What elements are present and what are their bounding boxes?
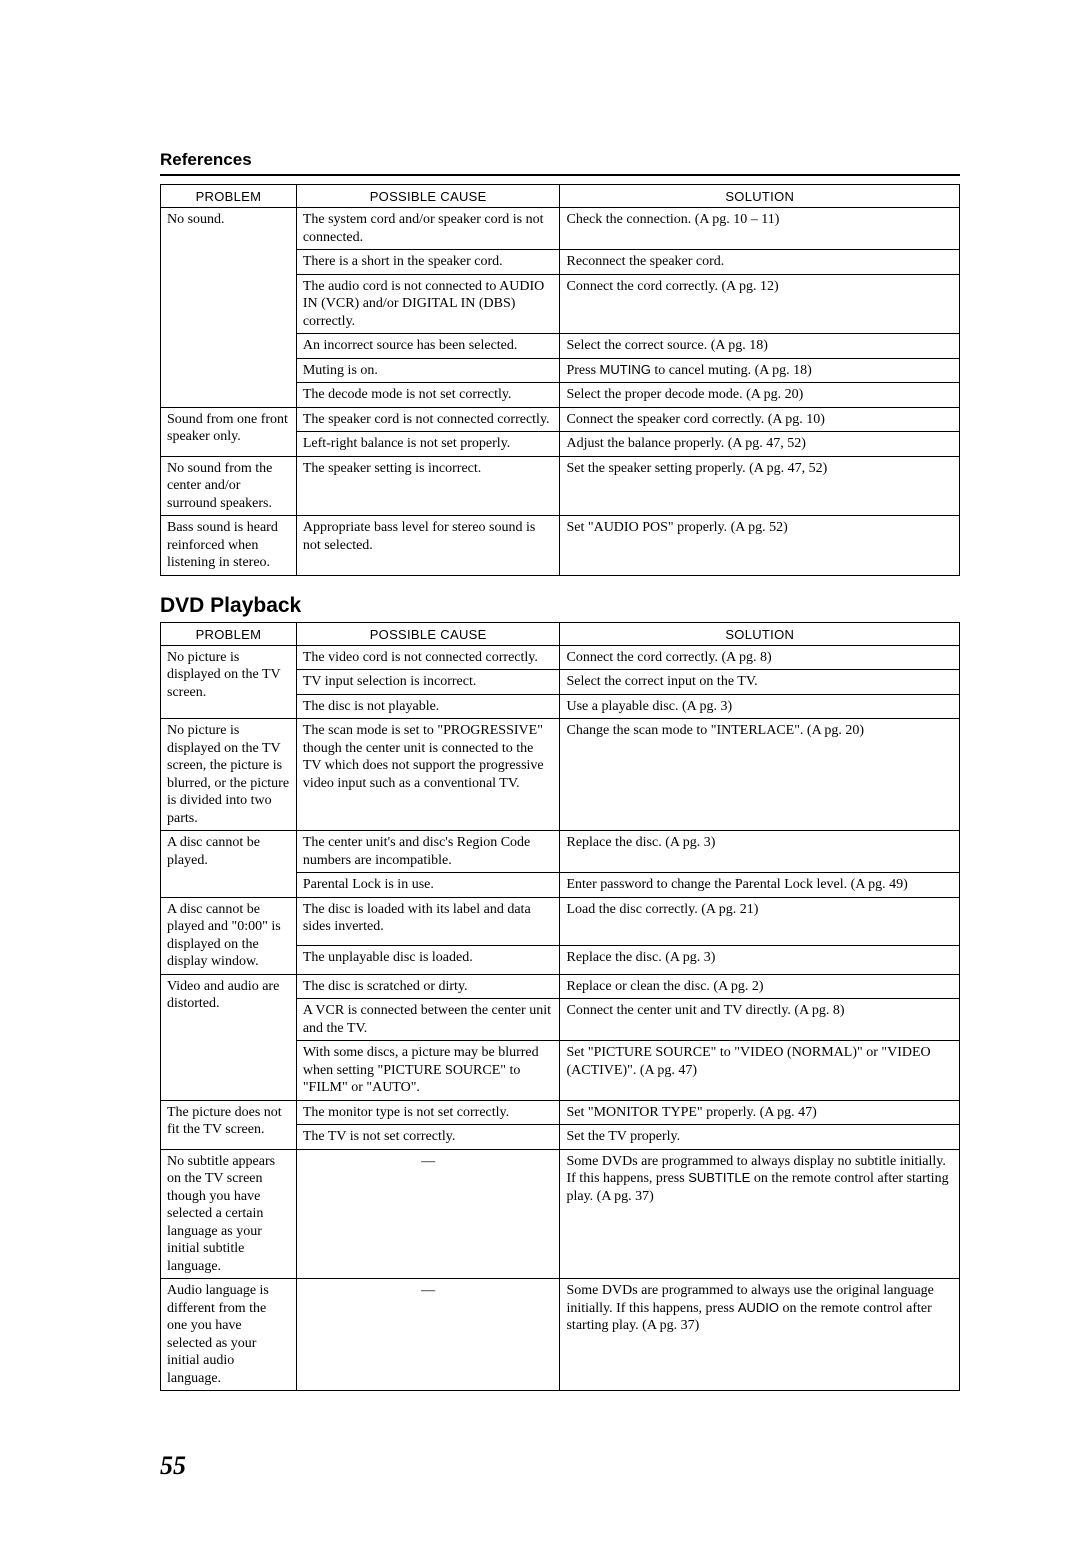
references-table: PROBLEM POSSIBLE CAUSE SOLUTION No sound… — [160, 184, 960, 576]
problem-cell: Audio language is different from the one… — [161, 1279, 297, 1391]
cause-cell: TV input selection is incorrect. — [296, 670, 560, 695]
solution-cell: Set "PICTURE SOURCE" to "VIDEO (NORMAL)"… — [560, 1041, 960, 1101]
solution-cell: Select the proper decode mode. (A pg. 20… — [560, 383, 960, 408]
problem-cell: No subtitle appears on the TV screen tho… — [161, 1149, 297, 1279]
cause-cell: Muting is on. — [296, 358, 560, 383]
cause-cell: The disc is scratched or dirty. — [296, 974, 560, 999]
problem-cell: A disc cannot be played and "0:00" is di… — [161, 897, 297, 974]
problem-cell: Sound from one front speaker only. — [161, 407, 297, 456]
cause-cell: The unplayable disc is loaded. — [296, 946, 560, 974]
cause-cell: The audio cord is not connected to AUDIO… — [296, 274, 560, 334]
table-row: No picture is displayed on the TV screen… — [161, 645, 960, 670]
solution-cell: Some DVDs are programmed to always displ… — [560, 1149, 960, 1279]
page-number: 55 — [160, 1451, 960, 1481]
problem-cell: A disc cannot be played. — [161, 831, 297, 898]
table-row: No picture is displayed on the TV screen… — [161, 719, 960, 831]
col-problem: PROBLEM — [161, 185, 297, 208]
dvd-table: PROBLEM POSSIBLE CAUSE SOLUTION No pictu… — [160, 622, 960, 1392]
table-row: No sound from the center and/or surround… — [161, 456, 960, 516]
problem-cell: Bass sound is heard reinforced when list… — [161, 516, 297, 576]
problem-cell: Video and audio are distorted. — [161, 974, 297, 1100]
solution-cell: Set "AUDIO POS" properly. (A pg. 52) — [560, 516, 960, 576]
problem-cell: No picture is displayed on the TV screen… — [161, 719, 297, 831]
solution-cell: Connect the speaker cord correctly. (A p… — [560, 407, 960, 432]
solution-cell: Set the speaker setting properly. (A pg.… — [560, 456, 960, 516]
table-row: Bass sound is heard reinforced when list… — [161, 516, 960, 576]
cause-cell: An incorrect source has been selected. — [296, 334, 560, 359]
table-header-row: PROBLEM POSSIBLE CAUSE SOLUTION — [161, 622, 960, 645]
table-row: No sound. The system cord and/or speaker… — [161, 208, 960, 250]
solution-cell: Some DVDs are programmed to always use t… — [560, 1279, 960, 1391]
cause-cell: Left-right balance is not set properly. — [296, 432, 560, 457]
solution-cell: Select the correct input on the TV. — [560, 670, 960, 695]
table-row: Sound from one front speaker only. The s… — [161, 407, 960, 432]
problem-cell: No picture is displayed on the TV screen… — [161, 645, 297, 719]
cause-cell: The video cord is not connected correctl… — [296, 645, 560, 670]
table-header-row: PROBLEM POSSIBLE CAUSE SOLUTION — [161, 185, 960, 208]
cause-cell: — — [296, 1149, 560, 1279]
col-cause: POSSIBLE CAUSE — [296, 622, 560, 645]
solution-cell: Connect the center unit and TV directly.… — [560, 999, 960, 1041]
table-row: Audio language is different from the one… — [161, 1279, 960, 1391]
cause-cell: There is a short in the speaker cord. — [296, 250, 560, 275]
table-row: The picture does not fit the TV screen. … — [161, 1100, 960, 1125]
solution-cell: Reconnect the speaker cord. — [560, 250, 960, 275]
table-row: A disc cannot be played. The center unit… — [161, 831, 960, 873]
table-row: Video and audio are distorted. The disc … — [161, 974, 960, 999]
dvd-heading: DVD Playback — [160, 594, 960, 618]
col-problem: PROBLEM — [161, 622, 297, 645]
col-solution: SOLUTION — [560, 185, 960, 208]
cause-cell: The system cord and/or speaker cord is n… — [296, 208, 560, 250]
solution-cell: Adjust the balance properly. (A pg. 47, … — [560, 432, 960, 457]
col-solution: SOLUTION — [560, 622, 960, 645]
solution-cell: Use a playable disc. (A pg. 3) — [560, 694, 960, 719]
solution-cell: Check the connection. (A pg. 10 – 11) — [560, 208, 960, 250]
cause-cell: The scan mode is set to "PROGRESSIVE" th… — [296, 719, 560, 831]
solution-cell: Load the disc correctly. (A pg. 21) — [560, 897, 960, 946]
solution-cell: Press MUTING to cancel muting. (A pg. 18… — [560, 358, 960, 383]
solution-cell: Enter password to change the Parental Lo… — [560, 873, 960, 898]
solution-cell: Replace or clean the disc. (A pg. 2) — [560, 974, 960, 999]
cause-cell: The speaker setting is incorrect. — [296, 456, 560, 516]
solution-cell: Replace the disc. (A pg. 3) — [560, 831, 960, 873]
solution-cell: Set the TV properly. — [560, 1125, 960, 1150]
cause-cell: The TV is not set correctly. — [296, 1125, 560, 1150]
table-row: A disc cannot be played and "0:00" is di… — [161, 897, 960, 946]
problem-cell: No sound from the center and/or surround… — [161, 456, 297, 516]
references-heading: References — [160, 150, 960, 170]
problem-cell: The picture does not fit the TV screen. — [161, 1100, 297, 1149]
cause-cell: The center unit's and disc's Region Code… — [296, 831, 560, 873]
solution-cell: Select the correct source. (A pg. 18) — [560, 334, 960, 359]
cause-cell: A VCR is connected between the center un… — [296, 999, 560, 1041]
cause-cell: The monitor type is not set correctly. — [296, 1100, 560, 1125]
cause-cell: The speaker cord is not connected correc… — [296, 407, 560, 432]
problem-cell: No sound. — [161, 208, 297, 408]
cause-cell: — — [296, 1279, 560, 1391]
cause-cell: Parental Lock is in use. — [296, 873, 560, 898]
solution-cell: Replace the disc. (A pg. 3) — [560, 946, 960, 974]
solution-cell: Change the scan mode to "INTERLACE". (A … — [560, 719, 960, 831]
col-cause: POSSIBLE CAUSE — [296, 185, 560, 208]
solution-cell: Connect the cord correctly. (A pg. 8) — [560, 645, 960, 670]
cause-cell: With some discs, a picture may be blurre… — [296, 1041, 560, 1101]
cause-cell: Appropriate bass level for stereo sound … — [296, 516, 560, 576]
references-rule — [160, 174, 960, 176]
cause-cell: The disc is loaded with its label and da… — [296, 897, 560, 946]
table-row: No subtitle appears on the TV screen tho… — [161, 1149, 960, 1279]
cause-cell: The decode mode is not set correctly. — [296, 383, 560, 408]
cause-cell: The disc is not playable. — [296, 694, 560, 719]
solution-cell: Set "MONITOR TYPE" properly. (A pg. 47) — [560, 1100, 960, 1125]
page-container: References PROBLEM POSSIBLE CAUSE SOLUTI… — [0, 0, 1080, 1541]
solution-cell: Connect the cord correctly. (A pg. 12) — [560, 274, 960, 334]
